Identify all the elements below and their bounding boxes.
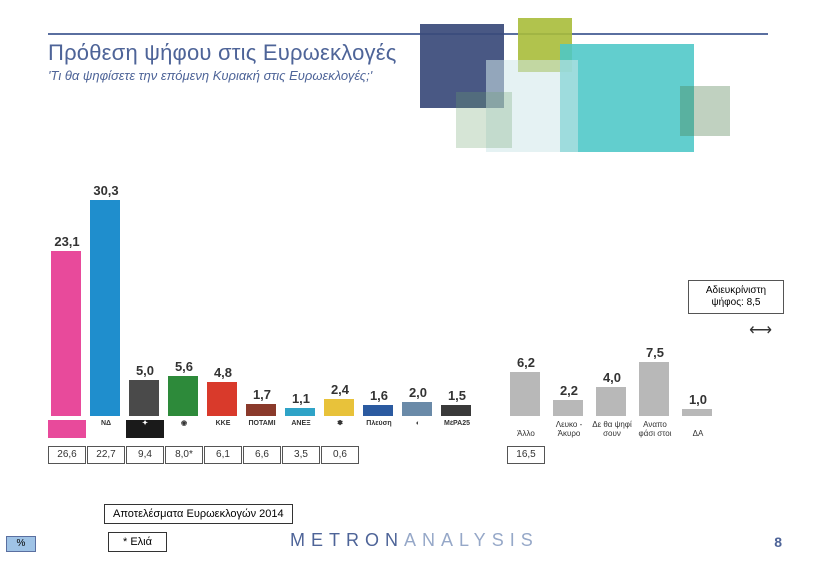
bar [553, 400, 583, 416]
undetermined-box: Αδιευκρίνιστη ψήφος: 8,5 [688, 280, 784, 314]
prev-2014-value: 9,4 [126, 446, 164, 464]
bar [510, 372, 540, 416]
brand-logo: METRONANALYSIS [290, 530, 539, 551]
bar-value-label: 4,0 [589, 370, 635, 385]
bar [639, 362, 669, 416]
bar [324, 399, 354, 416]
slide-title: Πρόθεση ψήφου στις Ευρωεκλογές [48, 40, 397, 66]
other-column: 4,0Δε θα ψηφί σουν [593, 158, 632, 468]
bar [596, 387, 626, 416]
party-logo-icon: ΠΟΤΑΜΙ [243, 420, 281, 438]
party-logo-icon: ΝΔ [87, 420, 125, 438]
bar [168, 376, 198, 416]
bar-value-label: 23,1 [44, 234, 90, 249]
prev-2014-value: 0,6 [321, 446, 359, 464]
bar-value-label: 30,3 [83, 183, 129, 198]
bar-value-label: 7,5 [632, 345, 678, 360]
party-logo-icon: Πλεύση [360, 420, 398, 438]
party-column: 4,8ΚΚΕ6,1 [204, 158, 243, 468]
party-column: 2,4✽0,6 [321, 158, 360, 468]
party-column: 1,7ΠΟΤΑΜΙ6,6 [243, 158, 282, 468]
bar [441, 405, 471, 416]
party-column: 23,126,6 [48, 158, 87, 468]
party-column: 2,0◐ [399, 158, 438, 468]
slide-subtitle: 'Τι θα ψηφίσετε την επόμενη Κυριακή στις… [48, 68, 372, 83]
party-column: 30,3ΝΔ22,7 [87, 158, 126, 468]
brand-part-a: METRON [290, 530, 404, 550]
prev-2014-value: 6,6 [243, 446, 281, 464]
party-column: 5,6◉8,0* [165, 158, 204, 468]
prev-2014-value: 16,5 [507, 446, 545, 464]
other-column: 6,2Άλλο16,5 [507, 158, 546, 468]
party-logo-icon: ΜέΡΑ25 [438, 420, 476, 438]
party-logo-icon: ◉ [165, 420, 203, 438]
party-column: 5,0✦9,4 [126, 158, 165, 468]
bar-value-label: 1,0 [675, 392, 721, 407]
party-logo-icon: ΑΝΕΞ [282, 420, 320, 438]
bar-value-label: 2,2 [546, 383, 592, 398]
title-rule [48, 33, 768, 35]
elia-footnote: * Ελιά [108, 532, 167, 552]
bar [246, 404, 276, 416]
other-column: 2,2Λευκο - Άκυρο [550, 158, 589, 468]
other-column: 7,5Αναπο φάσι στοι [636, 158, 675, 468]
party-column: 1,5ΜέΡΑ25 [438, 158, 477, 468]
party-column: 1,1ΑΝΕΞ3,5 [282, 158, 321, 468]
party-logo-icon: ✽ [321, 420, 359, 438]
bar [682, 409, 712, 416]
party-logo-icon: ◐ [399, 420, 437, 438]
page-number: 8 [774, 534, 782, 550]
bar-value-label: 6,2 [503, 355, 549, 370]
bar [363, 405, 393, 416]
prev-2014-value: 26,6 [48, 446, 86, 464]
prev-2014-value: 22,7 [87, 446, 125, 464]
bar [129, 380, 159, 416]
party-column: 1,6Πλεύση [360, 158, 399, 468]
category-label: Άλλο [505, 429, 547, 438]
bar-value-label: 1,5 [434, 388, 480, 403]
legend-2014-results: Αποτελέσματα Ευρωεκλογών 2014 [104, 504, 293, 524]
prev-2014-value: 8,0* [165, 446, 203, 464]
bar [90, 200, 120, 416]
category-label: Δε θα ψηφί σουν [591, 420, 633, 438]
bar [285, 408, 315, 416]
bar [207, 382, 237, 416]
party-logo-icon: ✦ [126, 420, 164, 438]
prev-2014-value: 6,1 [204, 446, 242, 464]
party-logo-icon: ΚΚΕ [204, 420, 242, 438]
category-label: ΔΑ [677, 429, 719, 438]
voting-intention-chart: 23,126,630,3ΝΔ22,75,0✦9,45,6◉8,0*4,8ΚΚΕ6… [48, 158, 778, 468]
slide: Πρόθεση ψήφου στις Ευρωεκλογές 'Τι θα ψη… [0, 0, 824, 569]
category-label: Αναπο φάσι στοι [634, 420, 676, 438]
party-logo-icon [48, 420, 86, 438]
brand-part-b: ANALYSIS [404, 530, 539, 550]
bar [51, 251, 81, 416]
bar [402, 402, 432, 416]
prev-2014-value: 3,5 [282, 446, 320, 464]
percent-tag: % [6, 536, 36, 552]
category-label: Λευκο - Άκυρο [548, 420, 590, 438]
range-arrow-icon: ⟷ [749, 320, 772, 340]
bar-value-label: 4,8 [200, 365, 246, 380]
